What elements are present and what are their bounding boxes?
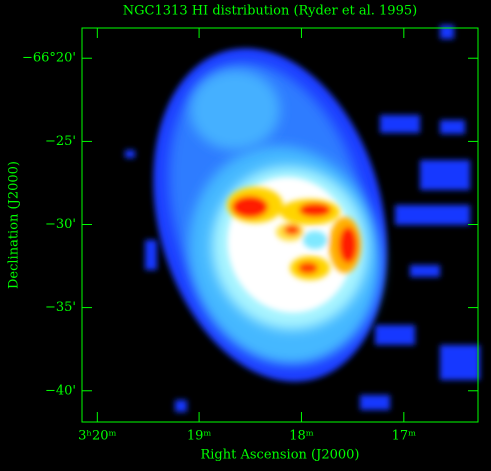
x-axis-label: Right Ascension (J2000): [200, 448, 359, 463]
y-tick-label: −25': [45, 134, 76, 149]
x-tick-label: 17ᵐ: [392, 429, 417, 444]
y-tick-label: −30': [45, 217, 76, 232]
y-axis-label: Declination (J2000): [7, 161, 22, 289]
x-tick-label: 3ʰ20ᵐ: [78, 429, 116, 444]
y-tick-label: −40': [45, 383, 76, 398]
y-tick-label: −35': [45, 300, 76, 315]
hi-map: [125, 25, 480, 412]
x-tick-label: 18ᵐ: [289, 429, 314, 444]
x-tick-label: 19ᵐ: [187, 429, 212, 444]
y-tick-label: −66°20': [22, 51, 76, 66]
chart-title: NGC1313 HI distribution (Ryder et al. 19…: [123, 4, 417, 19]
